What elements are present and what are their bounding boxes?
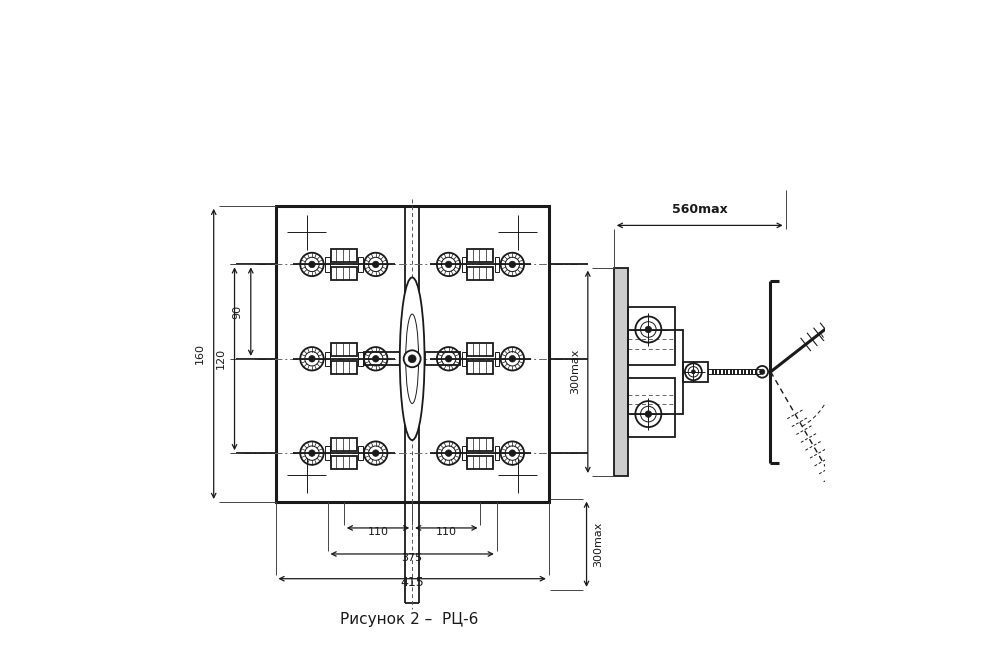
Circle shape: [445, 450, 452, 457]
Bar: [331, 249, 357, 262]
Bar: [331, 438, 357, 451]
Bar: [467, 249, 493, 262]
Text: 415: 415: [400, 576, 424, 589]
Bar: [730, 369, 734, 374]
Text: 160: 160: [195, 343, 205, 364]
Bar: [358, 446, 363, 460]
Bar: [726, 369, 731, 374]
Bar: [719, 369, 724, 374]
Bar: [325, 352, 330, 366]
Text: 560max: 560max: [672, 203, 728, 216]
Text: 120: 120: [216, 348, 226, 369]
Bar: [628, 306, 675, 365]
Bar: [331, 361, 357, 374]
Bar: [462, 257, 466, 272]
Bar: [614, 268, 628, 476]
Bar: [358, 352, 363, 366]
Text: 375: 375: [402, 553, 423, 563]
Circle shape: [404, 351, 421, 367]
Bar: [425, 353, 460, 365]
Circle shape: [509, 261, 516, 268]
Text: 300max: 300max: [570, 349, 580, 395]
Bar: [467, 361, 493, 374]
Bar: [751, 369, 756, 374]
Circle shape: [309, 450, 315, 457]
Bar: [462, 446, 466, 460]
Bar: [628, 378, 675, 437]
Circle shape: [445, 355, 452, 362]
Ellipse shape: [400, 277, 425, 440]
Bar: [628, 330, 683, 414]
Circle shape: [645, 411, 652, 417]
Bar: [467, 343, 493, 356]
Bar: [358, 257, 363, 272]
Circle shape: [509, 355, 516, 362]
Bar: [715, 369, 720, 374]
Circle shape: [445, 261, 452, 268]
Circle shape: [760, 369, 765, 374]
Bar: [462, 352, 466, 366]
Bar: [683, 362, 708, 382]
Circle shape: [645, 326, 652, 333]
Bar: [708, 369, 713, 374]
Circle shape: [372, 261, 379, 268]
Bar: [741, 369, 745, 374]
Bar: [331, 267, 357, 280]
Text: 110: 110: [436, 527, 457, 537]
Circle shape: [691, 370, 695, 374]
Bar: [325, 446, 330, 460]
Bar: [733, 369, 738, 374]
Circle shape: [509, 450, 516, 457]
Bar: [364, 353, 400, 365]
Circle shape: [372, 450, 379, 457]
Bar: [495, 257, 499, 272]
Bar: [737, 369, 742, 374]
Text: 300max: 300max: [593, 521, 603, 567]
Bar: [755, 369, 760, 374]
Circle shape: [309, 261, 315, 268]
Bar: [467, 456, 493, 469]
Bar: [712, 369, 716, 374]
Text: 110: 110: [368, 527, 388, 537]
Bar: [723, 369, 727, 374]
Bar: [744, 369, 749, 374]
Bar: [276, 206, 549, 502]
Ellipse shape: [406, 314, 419, 403]
Bar: [331, 456, 357, 469]
Bar: [467, 267, 493, 280]
Bar: [467, 438, 493, 451]
Bar: [748, 369, 752, 374]
Bar: [495, 446, 499, 460]
Bar: [331, 343, 357, 356]
Bar: [325, 257, 330, 272]
Bar: [495, 352, 499, 366]
Text: 90: 90: [232, 304, 242, 319]
Circle shape: [408, 355, 416, 362]
Text: Рисунок 2 –  РЦ-6: Рисунок 2 – РЦ-6: [340, 612, 478, 627]
Circle shape: [372, 355, 379, 362]
Circle shape: [309, 355, 315, 362]
